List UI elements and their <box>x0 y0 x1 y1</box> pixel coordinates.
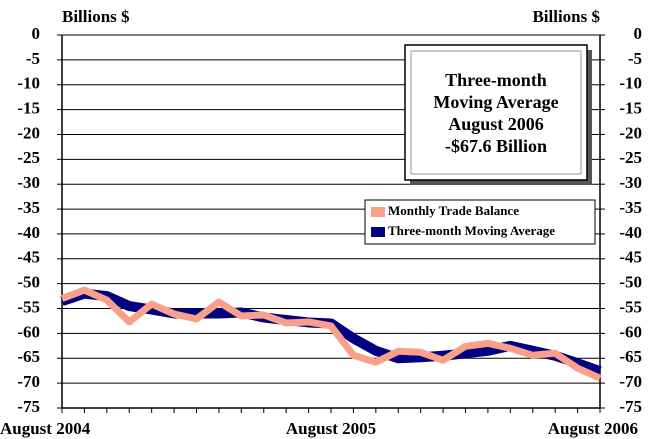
y2-tick-label: 0 <box>634 24 643 43</box>
y-tick-label: -20 <box>17 123 40 142</box>
legend-box <box>364 199 596 245</box>
y-tick-label: -50 <box>17 273 40 292</box>
y-tick-label: -10 <box>17 74 40 93</box>
y2-tick-label: -75 <box>619 397 642 416</box>
y2-tick-label: -20 <box>619 123 642 142</box>
y-tick-label: -35 <box>17 198 40 217</box>
y-tick-label: -45 <box>17 248 40 267</box>
legend-swatch <box>371 227 385 237</box>
plot-area <box>57 34 605 413</box>
annotation-line: Moving Average <box>433 92 558 112</box>
y-tick-label: -25 <box>17 148 40 167</box>
y2-tick-label: -10 <box>619 74 642 93</box>
y2-tick-label: -70 <box>619 372 642 391</box>
y-tick-label: -30 <box>17 173 40 192</box>
annotation-box <box>404 44 588 181</box>
y2-tick-label: -5 <box>628 49 642 68</box>
y2-tick-label: -40 <box>619 223 642 242</box>
y-tick-label: -5 <box>26 49 40 68</box>
y2-tick-label: -25 <box>619 148 642 167</box>
y-tick-label: -55 <box>17 297 40 316</box>
legend-swatch <box>371 207 385 217</box>
annotation-line: Three-month <box>445 70 547 90</box>
legend: Monthly Trade Balance Three-month Moving … <box>371 203 555 238</box>
y-tick-label: -15 <box>17 99 40 118</box>
series-line <box>60 288 602 376</box>
y2-tick-label: -45 <box>619 248 642 267</box>
y2-tick-label: -65 <box>619 347 642 366</box>
y2-tick-label: -55 <box>619 297 642 316</box>
annotation-line: -$67.6 Billion <box>445 136 547 156</box>
legend-label: Three-month Moving Average <box>388 223 555 238</box>
legend-label: Monthly Trade Balance <box>388 203 519 218</box>
series-line <box>60 286 602 382</box>
y2-tick-label: -30 <box>619 173 642 192</box>
y-tick-label: -70 <box>17 372 40 391</box>
x-tick-label: August 2004 <box>0 419 91 438</box>
y2-tick-label: -50 <box>619 273 642 292</box>
y2-axis-label: Billions $ <box>532 7 600 26</box>
y-tick-label: -75 <box>17 397 40 416</box>
annotation-bevel <box>410 50 582 175</box>
y2-tick-label: -60 <box>619 322 642 341</box>
y-tick-label: -60 <box>17 322 40 341</box>
annotation-line: August 2006 <box>448 114 544 134</box>
y-tick-label: 0 <box>32 24 41 43</box>
y2-tick-label: -35 <box>619 198 642 217</box>
x-tick-label: August 2005 <box>286 419 376 438</box>
y-axis-label: Billions $ <box>62 7 130 26</box>
y2-tick-label: -15 <box>619 99 642 118</box>
x-tick-label: August 2006 <box>548 419 638 438</box>
y-tick-label: -65 <box>17 347 40 366</box>
y-tick-label: -40 <box>17 223 40 242</box>
